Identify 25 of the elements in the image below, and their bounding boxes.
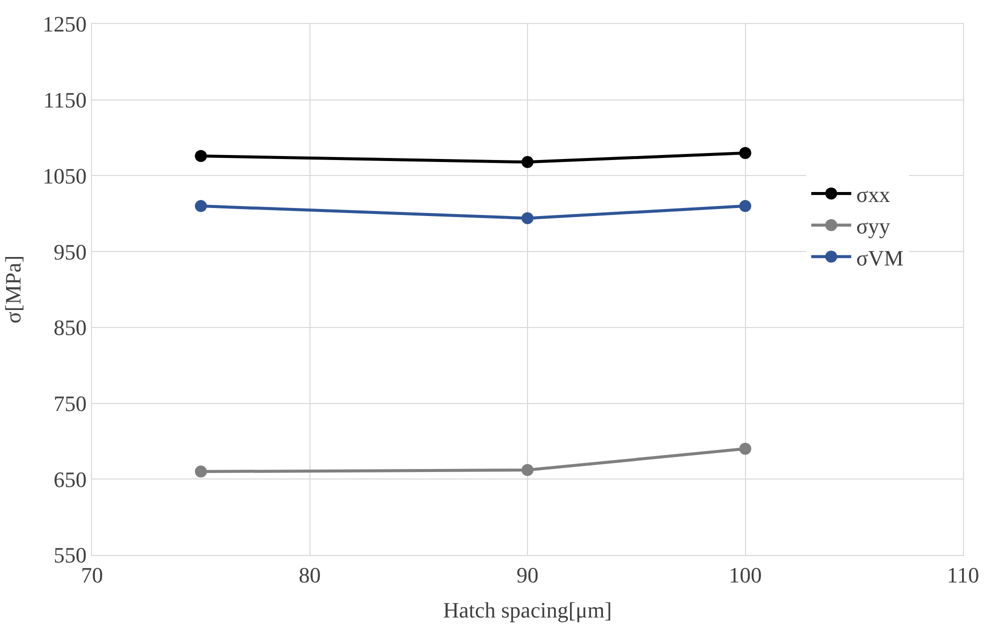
- y-tick-label: 1150: [43, 88, 87, 113]
- legend-label: σVM: [856, 245, 904, 270]
- y-axis-title: σ[MPa]: [0, 255, 26, 324]
- point: [194, 150, 207, 162]
- point: [522, 464, 534, 476]
- x-tick-label: 100: [728, 562, 762, 588]
- legend-label: σyy: [856, 214, 890, 239]
- y-tick-label: 1050: [42, 163, 87, 188]
- point: [522, 156, 534, 168]
- y-tick-label: 750: [54, 390, 87, 416]
- y-tick-label: 650: [54, 466, 87, 492]
- point: [194, 200, 207, 212]
- x-axis-title: Hatch spacing[μm]: [443, 597, 612, 622]
- point: [739, 146, 752, 159]
- x-tick-label: 90: [516, 562, 538, 588]
- y-tick-label: 950: [54, 239, 87, 264]
- y-tick-label: 1250: [42, 12, 87, 37]
- x-tick-label: 80: [298, 562, 321, 588]
- point: [522, 212, 534, 224]
- point: [739, 442, 752, 455]
- point: [739, 200, 752, 212]
- legend-label: σxx: [856, 182, 890, 208]
- point: [194, 466, 207, 478]
- y-tick-label: 850: [54, 315, 87, 340]
- x-tick-label: 110: [946, 562, 980, 588]
